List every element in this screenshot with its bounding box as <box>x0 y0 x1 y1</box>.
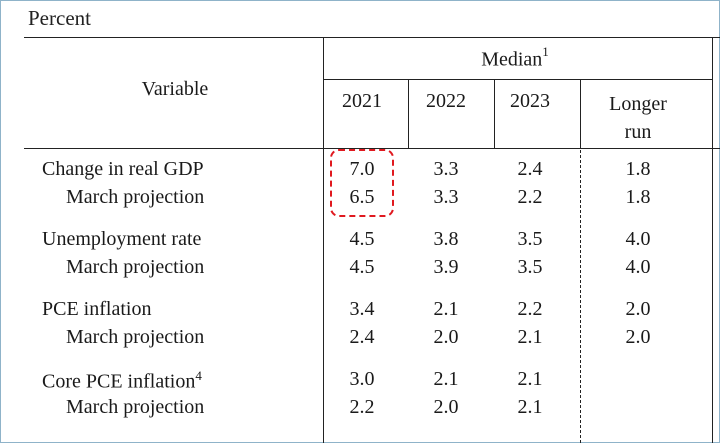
year-header-2023: 2023 <box>510 90 550 112</box>
table-cell: 2.1 <box>517 396 543 418</box>
table-cell: 2.1 <box>433 298 459 320</box>
longer-run-header: Longer run <box>609 93 667 143</box>
table-cell: 3.8 <box>433 228 459 250</box>
table-cell: 2.1 <box>517 326 543 348</box>
table-cell: 3.3 <box>433 186 459 208</box>
row-footnote: 4 <box>195 368 202 383</box>
table-cell: 2.4 <box>517 158 543 180</box>
median-footnote: 1 <box>542 44 549 59</box>
table-cell: 4.5 <box>349 256 375 278</box>
table-cell: 1.8 <box>625 186 651 208</box>
table-cell: 1.8 <box>625 158 651 180</box>
top-rule <box>24 37 720 38</box>
unit-label: Percent <box>28 6 91 30</box>
variable-header: Variable <box>141 78 209 100</box>
table-cell: 4.0 <box>625 256 651 278</box>
table-cell: 2.2 <box>517 298 543 320</box>
right-edge-divider <box>712 37 713 443</box>
median-header: Median1 <box>481 44 549 71</box>
longer-run-dashed-divider <box>580 150 581 443</box>
table-cell: 2.1 <box>517 368 543 390</box>
year-header-2022: 2022 <box>426 90 466 112</box>
header-bottom-rule <box>24 148 720 149</box>
row-label: March projection <box>66 256 205 278</box>
table-cell: 3.5 <box>517 256 543 278</box>
table-cell: 3.0 <box>349 368 375 390</box>
table-cell: 3.3 <box>433 158 459 180</box>
row-label: March projection <box>66 186 205 208</box>
year-divider-2023 <box>580 79 581 148</box>
table-cell: 3.5 <box>517 228 543 250</box>
table-cell: 2.2 <box>517 186 543 208</box>
table-cell: 7.0 <box>349 158 375 180</box>
table-cell: 2.0 <box>433 326 459 348</box>
year-header-2021: 2021 <box>342 90 382 112</box>
row-label: Unemployment rate <box>42 228 202 250</box>
table-cell: 6.5 <box>349 186 375 208</box>
table-cell: 2.2 <box>349 396 375 418</box>
table-cell: 4.5 <box>349 228 375 250</box>
row-label: Change in real GDP <box>42 158 204 180</box>
gdp-2021-highlight-box <box>330 149 394 217</box>
row-label: Core PCE inflation4 <box>42 368 202 393</box>
year-divider-2021 <box>408 79 409 148</box>
table-cell: 2.4 <box>349 326 375 348</box>
year-divider-2022 <box>494 79 495 148</box>
median-rule <box>323 79 713 80</box>
table-cell: 2.0 <box>625 298 651 320</box>
row-label: March projection <box>66 396 205 418</box>
table-cell: 3.9 <box>433 256 459 278</box>
table-cell: 2.0 <box>433 396 459 418</box>
table-cell: 2.0 <box>625 326 651 348</box>
table-cell: 3.4 <box>349 298 375 320</box>
table-cell: 2.1 <box>433 368 459 390</box>
row-label: March projection <box>66 326 205 348</box>
variable-column-divider <box>323 37 324 443</box>
table-cell: 4.0 <box>625 228 651 250</box>
row-label: PCE inflation <box>42 298 152 320</box>
